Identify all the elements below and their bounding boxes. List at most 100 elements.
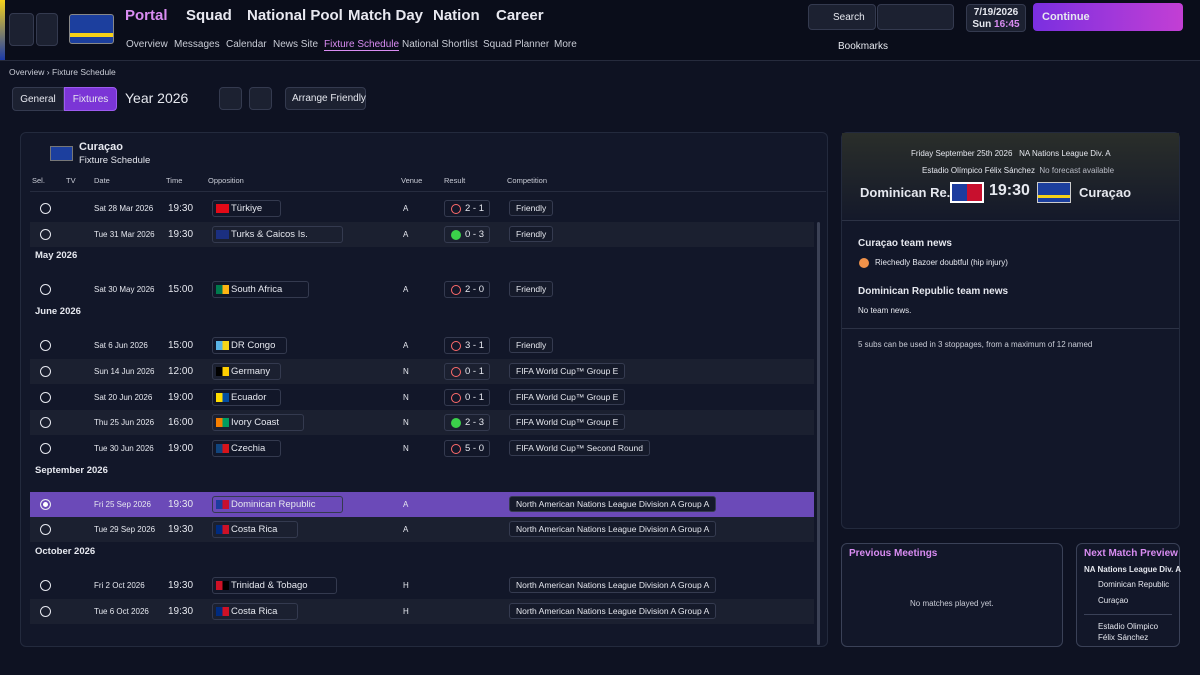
main-nav-item[interactable]: Match Day [348,7,424,24]
result-box [444,281,490,299]
home-flag [950,182,984,203]
flag [216,341,229,351]
sub-nav-item[interactable]: Messages [174,39,220,50]
select-radio [40,203,51,214]
opposition-box [212,439,282,457]
fixture-row[interactable]: Sat 6 Jun 2026 15:00 DR Congo A 3 - 1 Friendl… [30,333,814,358]
match-date: Friday September 25th 2026 NA Nations Le… [911,149,1111,158]
sub-nav-item[interactable]: More [554,39,577,50]
result-box [444,439,490,457]
fixture-row[interactable]: Tue 31 Mar 2026 19:30 Turks & Caicos Is. A 0… [30,221,814,247]
main-nav-item[interactable]: National Pool [247,7,343,24]
icon-buttons[interactable] [877,4,954,30]
sub-nav-item[interactable]: Overview [126,39,168,50]
search-button[interactable]: Search [808,4,876,30]
opposition: Ivory Coast [231,417,280,429]
competition: FIFA World Cup™ Group E [509,362,626,379]
venue: H [403,606,409,616]
crumb[interactable]: Overview [9,67,45,77]
flag [216,366,229,376]
date-box: 7/19/2026 Sun 16:45 [966,4,1026,32]
result: 0 - 1 [465,391,485,403]
select-radio [40,524,51,536]
main-nav-item[interactable]: Career [496,7,544,24]
column-header: Time [166,176,183,185]
news-title: Curaçao team news [858,238,952,249]
group-header: October 2026 [35,546,96,557]
scrollbar[interactable] [817,222,820,645]
result: 2 - 1 [465,203,485,214]
forecast: No forecast available [1039,166,1115,175]
divider [1084,614,1172,615]
venue: A [403,204,409,213]
opposition-box [212,225,343,243]
fixture-row[interactable]: Tue 29 Sep 2026 19:30 Costa Rica A North Ame… [30,517,814,543]
date: Sun 14 Jun 2026 [94,366,155,376]
fixture-row[interactable]: Fri 2 Oct 2026 19:30 Trinidad & Tobago H Nor… [30,573,814,598]
date: Tue 6 Oct 2026 [94,606,149,616]
sub-nav-item[interactable]: Squad Planner [483,39,550,50]
next-year[interactable] [249,87,272,110]
team-name: Curaçao [79,141,124,153]
time: 16:45 [994,19,1020,30]
back-button[interactable] [9,13,34,46]
result-indicator [451,285,461,296]
date: Tue 31 Mar 2026 [94,229,155,239]
sub-nav-item[interactable]: National Shortlist [402,39,478,50]
flag [216,606,229,616]
select-radio [40,417,51,429]
year-selector[interactable]: Year 2026 [125,90,189,106]
main-nav-item[interactable]: Nation [433,7,480,24]
venue: A [403,525,409,535]
result: 2 - 0 [465,284,485,296]
sub-nav-item[interactable]: Calendar [226,39,267,50]
crumb[interactable]: Fixture Schedule [52,67,116,77]
opposition-box [212,414,304,432]
column-header: Sel. [32,176,45,185]
opposition-box [212,521,298,539]
opposition-box [212,200,282,217]
date: 7/19/2026 [973,7,1019,18]
fixture-row[interactable]: Sat 30 May 2026 15:00 South Africa A 2 - 0 Fr… [30,277,814,302]
opposition: Czechia [231,442,266,454]
fixture-row[interactable]: Sat 20 Jun 2026 19:00 Ecuador N 0 - 1 FIFA Wo… [30,385,814,410]
date: Friday September 25th 2026 [911,149,1013,158]
team-flag-small [50,146,73,161]
forward-button[interactable] [36,13,58,46]
continue-button[interactable]: Continue [1033,3,1183,31]
select-radio [40,365,51,377]
result-box [444,200,490,217]
fixture-row[interactable]: Sat 28 Mar 2026 19:30 Türkiye A 2 - 1 Friendl… [30,196,814,221]
time: 15:00 [168,340,194,352]
opposition-box [212,495,343,513]
fixture-row[interactable]: Tue 30 Jun 2026 19:00 Czechia N 5 - 0 FIFA Wo… [30,436,814,461]
tab[interactable]: Fixtures [64,87,117,111]
fixture-row[interactable]: Thu 25 Jun 2026 16:00 Ivory Coast N 2 - 3 FIF… [30,410,814,436]
arrange-friendly[interactable]: Arrange Friendly [285,87,366,110]
time: 19:30 [168,580,194,591]
preview-stadium: Estadio Olimpico Félix Sánchez [1098,622,1159,642]
time: 19:00 [168,442,194,454]
result-indicator [451,229,461,240]
column-header: TV [66,176,76,185]
header-divider [30,191,826,192]
tab[interactable]: General [12,87,64,111]
prev-year[interactable] [219,87,242,110]
result-indicator [451,204,461,214]
select-radio [40,605,51,617]
fixture-row[interactable]: Sun 14 Jun 2026 12:00 Germany N 0 - 1 FIFA Wo… [30,358,814,384]
main-nav-item[interactable]: Portal [125,7,168,24]
fixture-row[interactable]: Fri 25 Sep 2026 19:30 Dominican Republic A N… [30,491,814,517]
fixture-row[interactable]: Tue 6 Oct 2026 19:30 Costa Rica H North Amer… [30,598,814,624]
sub-nav-item[interactable]: News Site [273,39,319,50]
select-radio [40,442,51,454]
select-radio [40,284,51,296]
bookmarks[interactable]: Bookmarks [838,41,889,52]
result: 0 - 3 [465,228,485,240]
flag [216,525,229,535]
sub-nav-item[interactable]: Fixture Schedule [324,39,400,51]
main-nav-item[interactable]: Squad [186,7,232,24]
weekday: Sun [972,19,992,30]
group-header: June 2026 [35,306,81,318]
